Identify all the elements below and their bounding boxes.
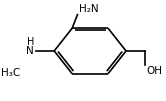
Text: OH: OH	[146, 66, 162, 76]
Text: H₃C: H₃C	[1, 67, 20, 77]
Text: H₂N: H₂N	[79, 4, 98, 14]
Text: N: N	[27, 46, 34, 56]
Text: H: H	[27, 37, 34, 47]
